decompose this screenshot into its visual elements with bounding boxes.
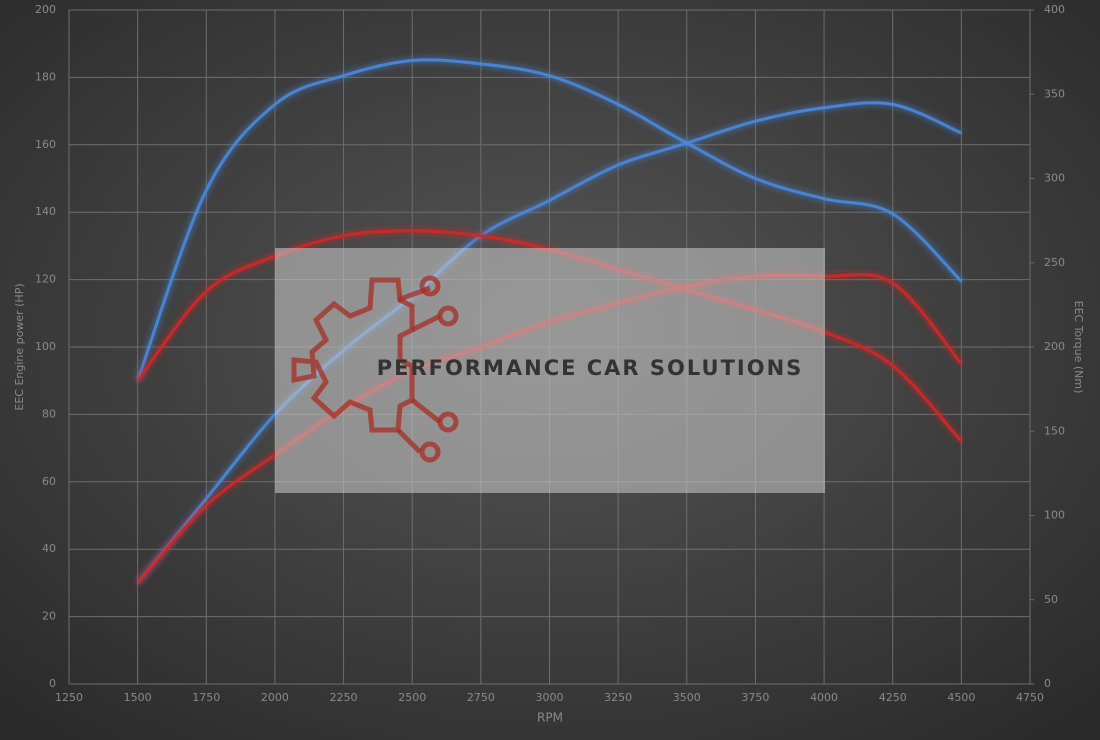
y2-tick-label: 200	[1044, 340, 1065, 353]
x-tick-label: 4250	[879, 691, 907, 704]
y-tick-label: 100	[35, 340, 56, 353]
y2-axis-title: EEC Torque (Nm)	[1072, 301, 1085, 394]
x-tick-label: 4500	[947, 691, 975, 704]
y-tick-label: 0	[49, 677, 56, 690]
logo	[291, 275, 459, 463]
y2-tick-label: 0	[1044, 677, 1051, 690]
watermark: PERFORMANCE CAR SOLUTIONS	[275, 248, 825, 493]
x-tick-label: 1750	[192, 691, 220, 704]
x-tick-label: 2250	[330, 691, 358, 704]
y-tick-label: 160	[35, 138, 56, 151]
x-tick-label: 3250	[604, 691, 632, 704]
x-axis-title: RPM	[537, 711, 563, 725]
watermark-text: PERFORMANCE CAR SOLUTIONS	[377, 356, 804, 380]
y-tick-label: 20	[42, 610, 56, 623]
y-tick-label: 180	[35, 70, 56, 83]
x-tick-label: 1500	[124, 691, 152, 704]
y-tick-label: 200	[35, 3, 56, 16]
y-axis-title: EEC Engine power (HP)	[13, 283, 26, 410]
x-tick-label: 4000	[810, 691, 838, 704]
y2-tick-label: 350	[1044, 87, 1065, 100]
y-tick-label: 120	[35, 273, 56, 286]
series-line	[136, 58, 963, 382]
x-tick-label: 4750	[1016, 691, 1044, 704]
x-tick-label: 3750	[741, 691, 769, 704]
y2-tick-label: 150	[1044, 424, 1065, 437]
y-tick-label: 80	[42, 407, 56, 420]
x-tick-label: 2750	[467, 691, 495, 704]
y2-tick-label: 50	[1044, 593, 1058, 606]
y2-tick-label: 400	[1044, 3, 1065, 16]
y2-tick-label: 300	[1044, 172, 1065, 185]
x-tick-label: 2500	[398, 691, 426, 704]
y-tick-label: 60	[42, 475, 56, 488]
y2-tick-label: 250	[1044, 256, 1065, 269]
y-tick-label: 140	[35, 205, 56, 218]
y2-tick-label: 100	[1044, 509, 1065, 522]
y-tick-label: 40	[42, 542, 56, 555]
series-line	[136, 101, 962, 584]
x-tick-label: 1250	[55, 691, 83, 704]
watermark-box	[275, 248, 825, 493]
x-tick-label: 2000	[261, 691, 289, 704]
x-tick-label: 3500	[673, 691, 701, 704]
x-tick-label: 3000	[536, 691, 564, 704]
